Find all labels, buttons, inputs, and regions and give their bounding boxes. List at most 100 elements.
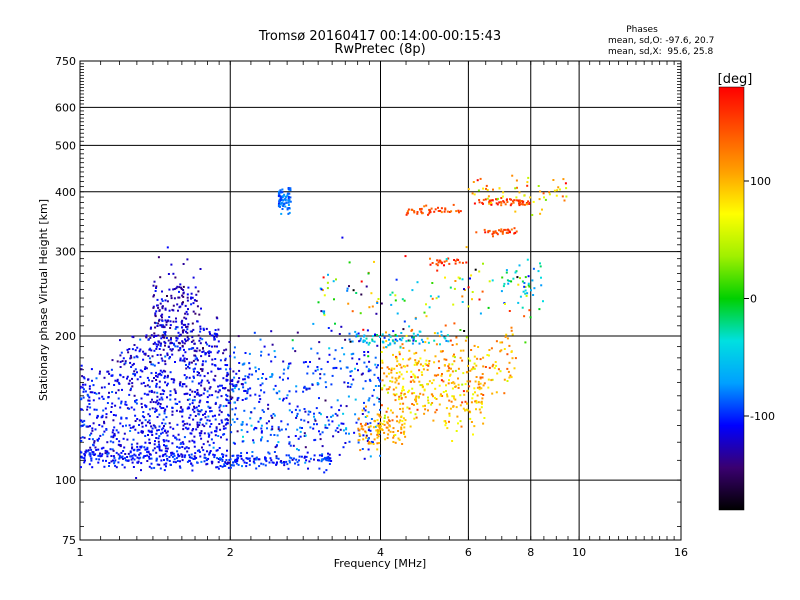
- data-point: [401, 387, 404, 390]
- data-point: [278, 200, 281, 203]
- data-point: [320, 310, 323, 313]
- data-point: [437, 360, 440, 363]
- data-point: [99, 370, 101, 373]
- data-point: [318, 467, 321, 470]
- data-point: [514, 187, 517, 190]
- data-point: [183, 357, 186, 360]
- data-point: [395, 364, 398, 367]
- data-point: [216, 466, 219, 469]
- data-point: [510, 329, 513, 332]
- data-point: [397, 430, 399, 432]
- data-point: [518, 204, 521, 207]
- data-point: [188, 403, 191, 406]
- data-point: [80, 419, 82, 422]
- data-point: [439, 260, 442, 263]
- data-point: [243, 409, 246, 412]
- data-point: [156, 416, 159, 418]
- data-point: [390, 367, 393, 370]
- data-point: [186, 450, 189, 453]
- data-point: [505, 271, 508, 274]
- data-point: [506, 337, 509, 340]
- data-point: [389, 425, 391, 428]
- data-point: [136, 449, 139, 452]
- data-point: [403, 430, 406, 433]
- data-point: [429, 295, 432, 298]
- data-point: [208, 444, 211, 447]
- data-point: [146, 451, 149, 453]
- data-point: [155, 287, 157, 289]
- data-point: [383, 384, 386, 387]
- data-point: [295, 458, 298, 461]
- data-point: [328, 463, 331, 465]
- data-point: [324, 424, 327, 427]
- data-point: [138, 448, 141, 451]
- data-point: [222, 352, 225, 355]
- data-point: [394, 399, 397, 402]
- data-point: [286, 208, 289, 211]
- data-point: [429, 209, 432, 212]
- data-point: [198, 372, 200, 374]
- data-point: [287, 467, 290, 470]
- data-point: [217, 328, 220, 331]
- data-point: [334, 412, 337, 415]
- data-point: [287, 435, 290, 438]
- data-point: [372, 443, 375, 445]
- data-point: [115, 466, 118, 469]
- data-point: [201, 446, 203, 449]
- data-point: [243, 378, 246, 381]
- data-point: [106, 402, 109, 404]
- data-point: [181, 340, 184, 343]
- data-point: [299, 430, 302, 433]
- data-point: [512, 277, 515, 280]
- data-point: [400, 373, 403, 376]
- data-point: [414, 396, 417, 399]
- data-point: [185, 310, 188, 313]
- data-point: [446, 393, 448, 396]
- data-point: [153, 425, 156, 428]
- data-point: [424, 341, 427, 344]
- data-point: [162, 331, 165, 334]
- data-point: [400, 428, 403, 431]
- data-point: [334, 349, 337, 352]
- data-point: [243, 461, 246, 464]
- data-point: [227, 399, 230, 402]
- data-point: [178, 446, 181, 449]
- data-point: [303, 419, 306, 422]
- data-point: [455, 406, 458, 409]
- data-point: [182, 428, 185, 431]
- data-point: [158, 455, 161, 458]
- data-point: [173, 297, 176, 300]
- data-point: [376, 436, 379, 439]
- data-point: [562, 178, 565, 181]
- data-point: [421, 384, 424, 387]
- data-point: [259, 418, 262, 421]
- data-point: [364, 424, 367, 427]
- data-point: [201, 338, 204, 341]
- data-point: [413, 374, 416, 377]
- data-point: [472, 433, 474, 436]
- data-point: [117, 443, 120, 446]
- data-point: [471, 291, 474, 293]
- data-point: [178, 438, 181, 441]
- data-point: [279, 205, 281, 208]
- data-point: [434, 208, 437, 211]
- data-point: [449, 286, 452, 289]
- data-point: [442, 380, 445, 383]
- data-point: [152, 449, 155, 452]
- data-point: [153, 377, 155, 379]
- data-point: [254, 366, 257, 369]
- data-point: [154, 326, 157, 329]
- data-point: [403, 432, 405, 435]
- data-point: [98, 454, 101, 457]
- data-point: [168, 288, 171, 291]
- data-point: [309, 457, 312, 460]
- data-point: [181, 415, 184, 418]
- data-point: [443, 420, 446, 423]
- data-point: [469, 277, 471, 280]
- data-point: [517, 283, 520, 286]
- data-point: [185, 446, 188, 449]
- data-point: [298, 409, 301, 412]
- data-point: [178, 382, 181, 385]
- data-point: [487, 306, 490, 309]
- data-point: [218, 447, 221, 449]
